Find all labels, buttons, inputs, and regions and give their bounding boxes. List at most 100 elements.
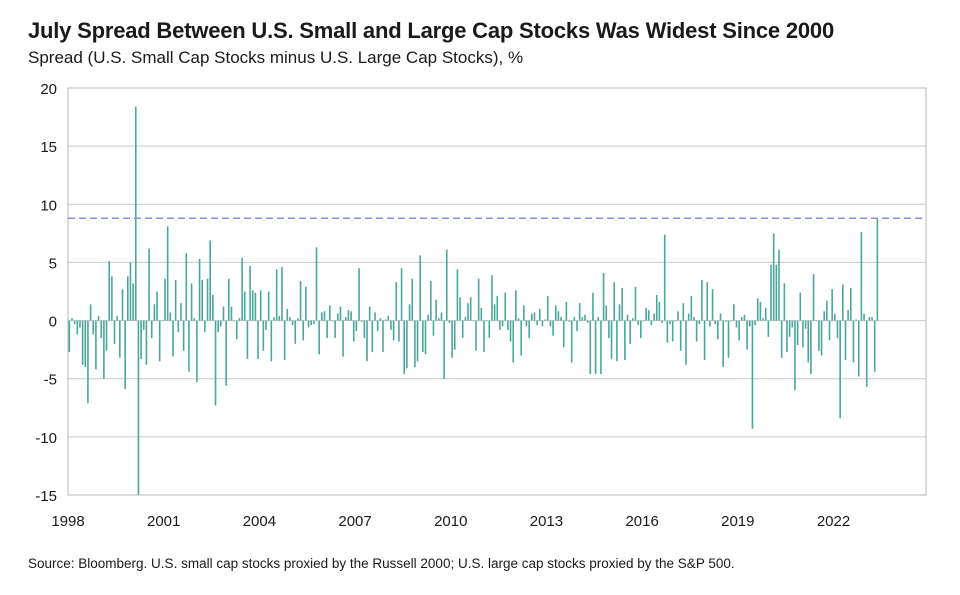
y-tick-label: -10 <box>35 430 57 447</box>
bar <box>693 317 695 321</box>
bar <box>310 320 313 326</box>
bar <box>289 317 291 321</box>
bar <box>533 312 536 321</box>
bar <box>81 320 84 365</box>
bar <box>629 320 631 344</box>
bar <box>552 320 554 336</box>
bar <box>655 294 658 321</box>
bar <box>762 318 764 321</box>
bar <box>185 253 188 321</box>
bar <box>472 320 475 322</box>
bar <box>531 313 533 321</box>
bar <box>419 255 421 321</box>
bar <box>796 320 799 345</box>
bar <box>826 300 828 321</box>
bar <box>501 320 504 327</box>
bar <box>525 320 528 327</box>
bar <box>305 286 307 321</box>
bar <box>459 297 461 321</box>
bar <box>499 320 501 330</box>
bar <box>847 310 849 321</box>
chart-subtitle: Spread (U.S. Small Cap Stocks minus U.S.… <box>28 48 524 67</box>
bar <box>408 304 411 321</box>
bar <box>432 320 435 336</box>
bar <box>488 320 491 339</box>
bar <box>772 233 775 321</box>
bar <box>480 307 483 321</box>
bar <box>709 320 711 327</box>
bar <box>145 320 148 365</box>
bar <box>212 294 214 321</box>
bar <box>68 320 71 352</box>
bar <box>411 278 414 321</box>
bar <box>273 317 275 321</box>
bar <box>725 320 727 322</box>
bar <box>578 303 581 321</box>
bar <box>605 305 608 321</box>
bar <box>658 301 661 321</box>
bar <box>836 320 839 339</box>
bar <box>443 320 445 379</box>
bar <box>485 320 488 322</box>
bar <box>142 320 145 330</box>
bar <box>448 320 451 323</box>
bar <box>153 304 156 321</box>
bar <box>674 320 677 322</box>
bar <box>201 279 204 321</box>
bar <box>788 320 791 337</box>
plot-frame <box>67 87 927 496</box>
bar <box>334 320 336 339</box>
x-tick-label: 2004 <box>243 513 276 530</box>
bar <box>108 261 110 321</box>
bar <box>84 320 87 368</box>
bar <box>134 106 137 321</box>
bar <box>562 320 565 348</box>
bar <box>204 320 206 333</box>
bar <box>464 317 467 321</box>
bar <box>400 268 403 321</box>
y-tick-label: 15 <box>40 139 57 156</box>
bar <box>475 320 477 351</box>
bar <box>565 301 568 321</box>
x-tick-label: 1998 <box>51 513 84 530</box>
bar <box>690 296 693 321</box>
bar <box>748 320 751 327</box>
bar <box>698 320 701 325</box>
bar <box>100 320 103 339</box>
bar <box>594 320 597 375</box>
bar <box>496 296 499 321</box>
bar <box>554 305 557 321</box>
bar <box>828 320 831 341</box>
bar <box>257 320 259 359</box>
bar <box>687 313 690 321</box>
bar <box>711 289 714 321</box>
bar <box>706 282 709 321</box>
bar <box>855 319 857 321</box>
bar <box>581 317 584 321</box>
bar <box>121 289 124 321</box>
bar <box>661 320 663 323</box>
bar <box>217 320 219 333</box>
bar <box>483 320 485 352</box>
bar <box>358 268 360 321</box>
bar <box>812 274 815 321</box>
bar <box>626 314 629 321</box>
bar <box>831 289 833 321</box>
bar <box>509 320 512 342</box>
bar <box>156 291 158 321</box>
bar <box>852 320 855 363</box>
bar <box>241 257 243 321</box>
bar <box>512 320 515 363</box>
bar <box>220 320 222 327</box>
bar <box>871 317 873 321</box>
bar <box>570 320 573 363</box>
bar <box>339 306 342 321</box>
bar <box>738 320 740 341</box>
bar <box>286 308 289 321</box>
bar <box>137 320 140 495</box>
bar <box>653 313 655 321</box>
bar <box>360 320 363 322</box>
bar <box>546 296 549 321</box>
bar <box>177 320 180 333</box>
